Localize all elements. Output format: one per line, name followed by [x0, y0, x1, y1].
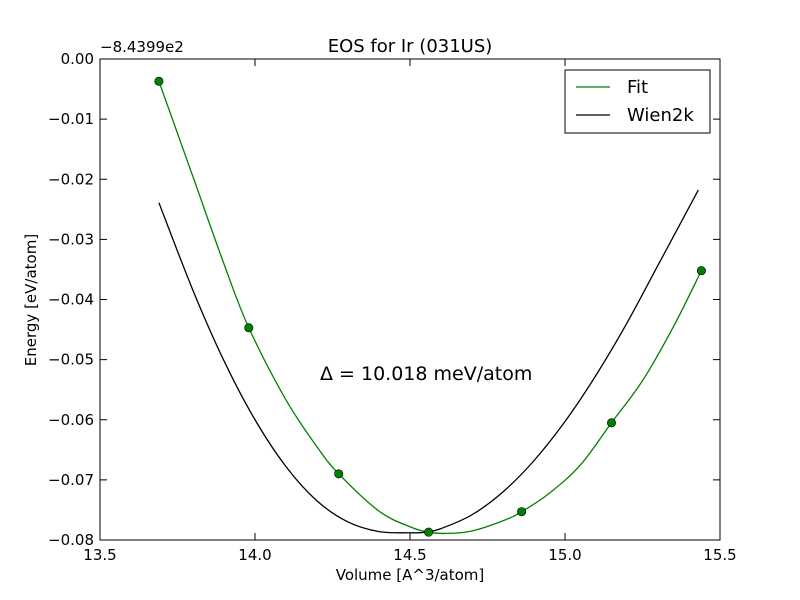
y-tick-label: −0.05 — [48, 351, 94, 369]
ticks-layer: 13.5 14.0 14.5 15.0 15.5 0.00 −0.01 −0.02 −0.03 −… — [48, 50, 737, 564]
x-tick-label: 13.5 — [83, 546, 116, 564]
y-tick-label: −0.03 — [48, 230, 94, 248]
y-tick-label: −0.07 — [48, 471, 94, 489]
series-line-fit — [158, 81, 702, 535]
legend-wien2k-label: Wien2k — [627, 105, 694, 126]
x-tick-label: 15.5 — [703, 546, 736, 564]
data-point — [424, 527, 434, 537]
x-tick-label: 15.0 — [548, 546, 581, 564]
y-axis-label: Energy [eV/atom] — [22, 234, 40, 366]
y-tick-label: −0.02 — [48, 170, 94, 188]
data-point — [244, 323, 254, 333]
delta-annotation: Δ = 10.018 meV/atom — [320, 363, 532, 385]
y-tick-label: −0.06 — [48, 411, 94, 429]
y-tick-label: 0.00 — [61, 50, 94, 68]
legend-fit-label: Fit — [627, 77, 648, 98]
chart-title: EOS for Ir (031US) — [328, 36, 493, 57]
y-tick-label: −0.01 — [48, 110, 94, 128]
data-point — [517, 507, 527, 517]
data-point — [696, 266, 706, 276]
series-layer — [154, 76, 706, 537]
x-tick-label: 14.5 — [393, 546, 426, 564]
data-point — [606, 418, 616, 428]
data-point — [334, 469, 344, 479]
x-tick-label: 14.0 — [238, 546, 271, 564]
series-line-wien2k — [158, 189, 699, 534]
data-point — [154, 76, 164, 86]
y-offset-label: −8.4399e2 — [100, 38, 184, 56]
legend: Fit Wien2k — [564, 69, 711, 134]
y-tick-label: −0.04 — [48, 291, 94, 309]
x-axis-label: Volume [A^3/atom] — [336, 566, 485, 584]
y-tick-label: −0.08 — [48, 531, 94, 549]
legend-box — [564, 69, 711, 134]
